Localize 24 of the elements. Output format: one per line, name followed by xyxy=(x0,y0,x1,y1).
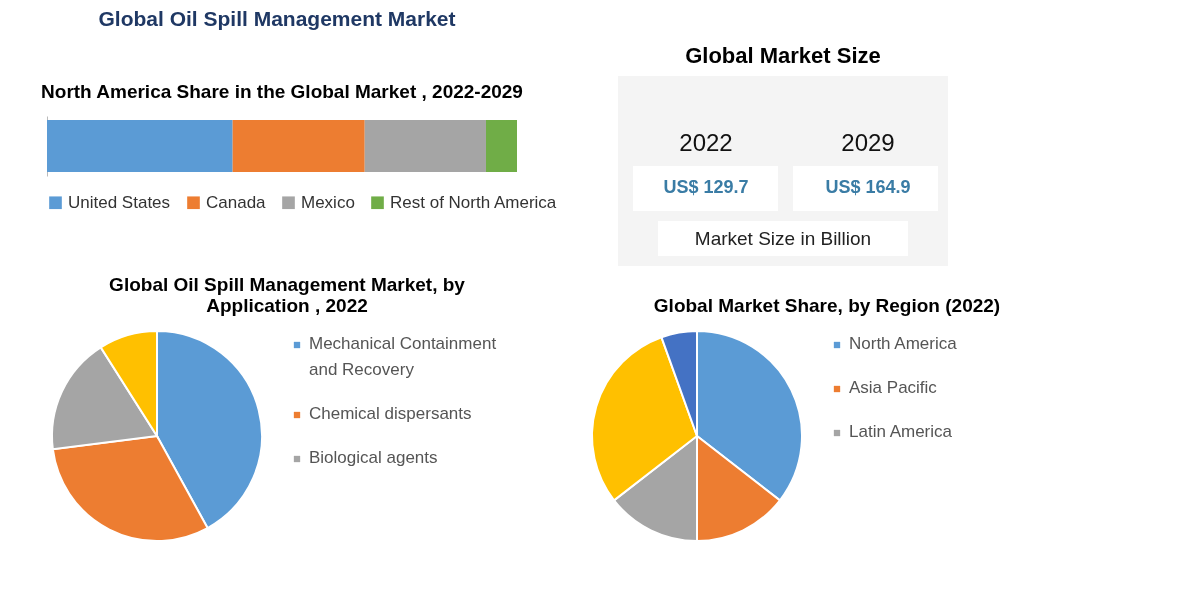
legend-label: Biological agents xyxy=(309,448,438,467)
legend-label: Canada xyxy=(206,192,267,212)
text: Market Size in Billion xyxy=(694,228,872,249)
chart-title: Global Oil Spill Management Market, by Application , 2022 xyxy=(109,274,466,316)
text: 2029 xyxy=(841,129,895,156)
legend-label: United States xyxy=(68,192,171,212)
text: 2022 xyxy=(679,129,733,156)
bar xyxy=(485,120,517,172)
text: US$ 129.7 xyxy=(663,177,749,197)
bar xyxy=(232,120,365,172)
legend-label: Rest of North America xyxy=(390,192,557,212)
legend-label: Chemical dispersants xyxy=(309,404,472,423)
legend-label: Mechanical Containment and Recovery xyxy=(309,334,497,379)
text: Global Market Size xyxy=(685,43,881,68)
legend-label: Mexico xyxy=(301,192,355,212)
legend-label: Asia Pacific xyxy=(849,378,938,397)
bar xyxy=(47,120,233,172)
legend-label: North America xyxy=(849,334,958,353)
legend-label: Latin America xyxy=(849,422,953,441)
chart-title: North America Share in the Global Market , 2022-2029 xyxy=(41,81,523,102)
bar xyxy=(364,120,486,172)
text: Global Oil Spill Management Market xyxy=(98,7,456,30)
chart-title: Global Market Share, by Region (2022) xyxy=(653,295,1001,316)
text: US$ 164.9 xyxy=(825,177,911,197)
